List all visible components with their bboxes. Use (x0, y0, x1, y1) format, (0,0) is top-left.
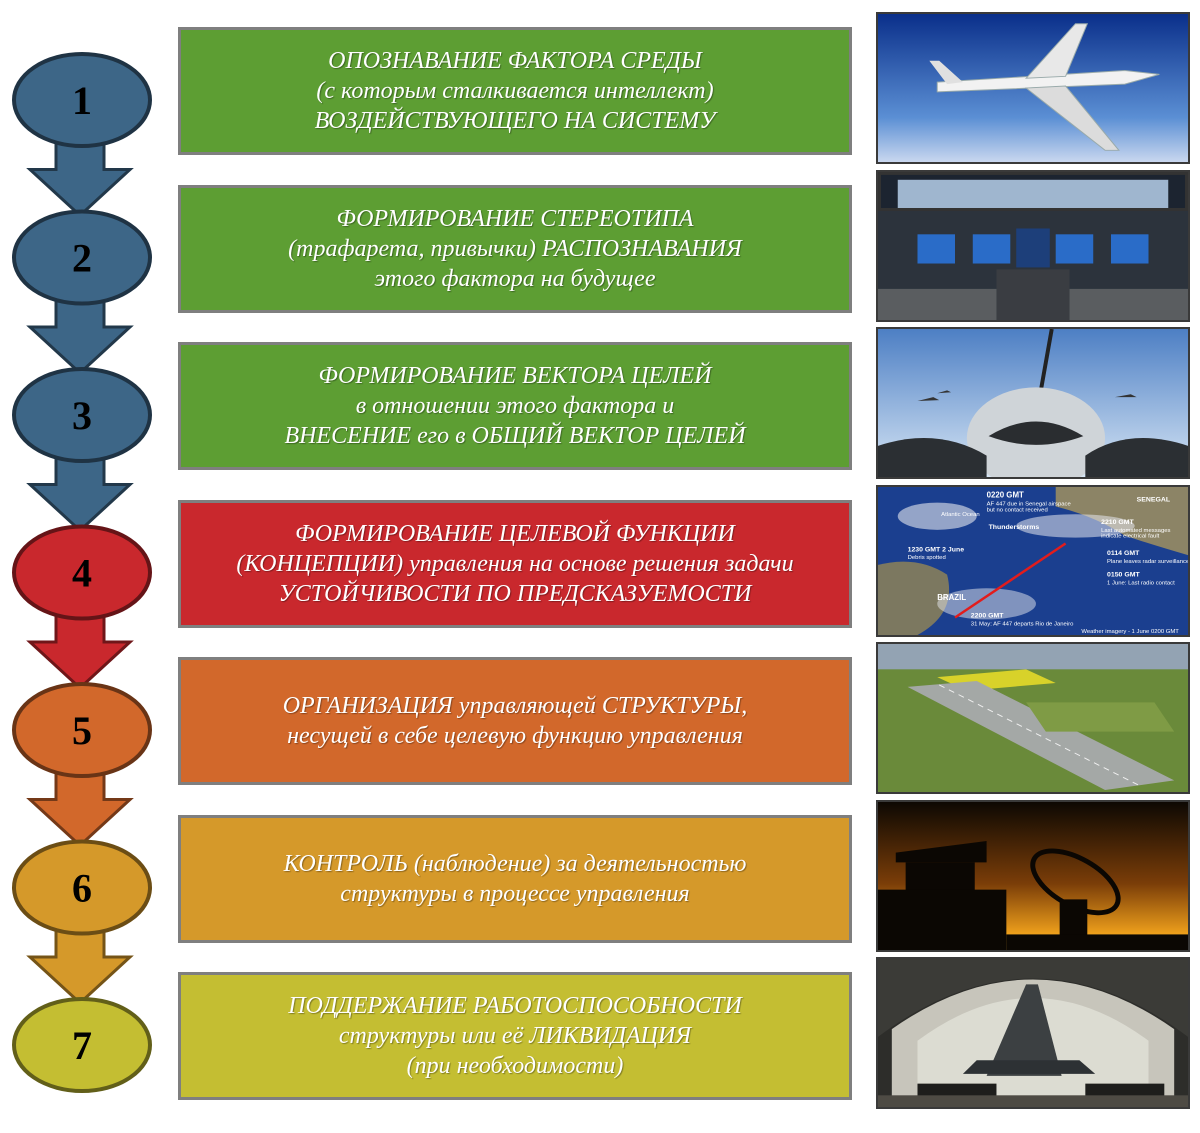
step-text-line: ОРГАНИЗАЦИЯ управляющей СТРУКТУРЫ, (282, 693, 748, 719)
step-circle-4: 4 (12, 524, 152, 621)
map-label: but no contact received (987, 507, 1048, 513)
step-text-line: (с которым сталкивается интеллект) (316, 78, 714, 104)
step-box-7: ПОДДЕРЖАНИЕ РАБОТОСПОСОБНОСТИ структуры и… (178, 972, 852, 1100)
map-label: 2200 GMT (971, 612, 1004, 619)
step-circle-2: 2 (12, 209, 152, 306)
step-box-2: ФОРМИРОВАНИЕ СТЕРЕОТИПА (трафарета, привы… (178, 184, 852, 313)
step-number: 5 (72, 708, 92, 753)
map-label: AF 447 due in Senegal airspace (987, 501, 1071, 507)
step-image-pilot-view (876, 327, 1190, 479)
step-circle-7: 7 (12, 997, 152, 1093)
step-number: 1 (72, 78, 92, 123)
map-label: Debris spotted (908, 555, 946, 561)
map-label: 0150 GMT (1107, 571, 1140, 578)
step-number: 2 (72, 236, 92, 281)
step-text-line: этого фактора на будущее (374, 265, 656, 292)
map-label: BRAZIL (937, 592, 966, 601)
map-label: 0220 GMT (987, 490, 1024, 499)
step-box-1: ОПОЗНАВАНИЕ ФАКТОРА СРЕДЫ (с которым стал… (178, 27, 852, 155)
step-text-line: (при необходимости) (406, 1053, 624, 1079)
step-text-line: ФОРМИРОВАНИЕ СТЕРЕОТИПА (336, 205, 694, 232)
step-text-line: ВНЕСЕНИЕ его в ОБЩИЙ ВЕКТОР ЦЕЛЕЙ (284, 423, 746, 449)
step-text-line: ОПОЗНАВАНИЕ ФАКТОРА СРЕДЫ (328, 48, 702, 74)
step-image-aircraft-in-sky (876, 12, 1190, 164)
step-text-line: ФОРМИРОВАНИЕ ВЕКТОРА ЦЕЛЕЙ (318, 363, 712, 389)
map-label: SENEGAL (1137, 496, 1170, 503)
step-circle-1: 1 (12, 52, 152, 148)
map-label: Thunderstorms (989, 523, 1040, 530)
step-number: 4 (72, 551, 92, 596)
step-box-3: ФОРМИРОВАНИЕ ВЕКТОРА ЦЕЛЕЙ в отношении эт… (178, 342, 852, 470)
step-text-line: в отношении этого фактора и (355, 393, 675, 419)
step-text-line: ПОДДЕРЖАНИЕ РАБОТОСПОСОБНОСТИ (288, 993, 742, 1019)
step-arrows: 1 2 3 4 5 6 7 (12, 52, 152, 1093)
step-image-control-tower-radar (876, 799, 1190, 952)
map-label: 0114 GMT (1107, 550, 1140, 557)
step-text-line: ФОРМИРОВАНИЕ ЦЕЛЕВОЙ ФУНКЦИИ (295, 520, 735, 547)
step-number: 3 (72, 393, 92, 438)
map-label: 31 May: AF 447 departs Rio de Janeiro (971, 621, 1074, 627)
step-text-line: структуры или её ЛИКВИДАЦИЯ (338, 1023, 692, 1049)
step-image-airfield-aerial (876, 642, 1190, 794)
step-box-6: КОНТРОЛЬ (наблюдение) за деятельностью ст… (178, 814, 852, 943)
step-text-line: (КОНЦЕПЦИИ) управления на основе решения… (236, 550, 794, 577)
step-image-flight-route-map: 0220 GMT AF 447 due in Senegal airspace bu… (876, 484, 1190, 637)
step-text-line: КОНТРОЛЬ (наблюдение) за деятельностью (283, 850, 747, 877)
step-text-line: (трафарета, привычки) РАСПОЗНАВАНИЯ (288, 235, 742, 262)
step-box-5: ОРГАНИЗАЦИЯ управляющей СТРУКТУРЫ, несуще… (178, 657, 852, 785)
map-label: indicate electrical fault (1101, 533, 1160, 539)
map-label: 1 June: Last radio contact (1107, 580, 1175, 586)
step-text-line: ВОЗДЕЙСТВУЮЩЕГО НА СИСТЕМУ (314, 108, 716, 134)
step-circle-6: 6 (12, 839, 152, 936)
step-image-hangar-jet (876, 957, 1190, 1109)
step-box-4: ФОРМИРОВАНИЕ ЦЕЛЕВОЙ ФУНКЦИИ (КОНЦЕПЦИИ) … (178, 499, 852, 628)
step-circle-3: 3 (12, 367, 152, 463)
map-label: Weather imagery - 1 June 0200 GMT (1081, 629, 1179, 635)
step-image-cockpit-dashboard (876, 169, 1190, 322)
map-label: Plane leaves radar surveillance (1107, 558, 1188, 564)
step-text-line: несущей в себе целевую функцию управлени… (287, 723, 743, 749)
map-label: 2210 GMT (1101, 519, 1134, 526)
step-text-line: структуры в процессе управления (340, 880, 690, 907)
step-number: 7 (72, 1023, 92, 1068)
step-circle-5: 5 (12, 682, 152, 778)
step-number: 6 (72, 866, 92, 911)
map-label: 1230 GMT 2 June (908, 546, 965, 553)
map-label: Atlantic Ocean (941, 512, 979, 518)
map-label: Last automated messages (1101, 527, 1170, 533)
step-text-line: УСТОЙЧИВОСТИ ПО ПРЕДСКАЗУЕМОСТИ (278, 580, 752, 607)
